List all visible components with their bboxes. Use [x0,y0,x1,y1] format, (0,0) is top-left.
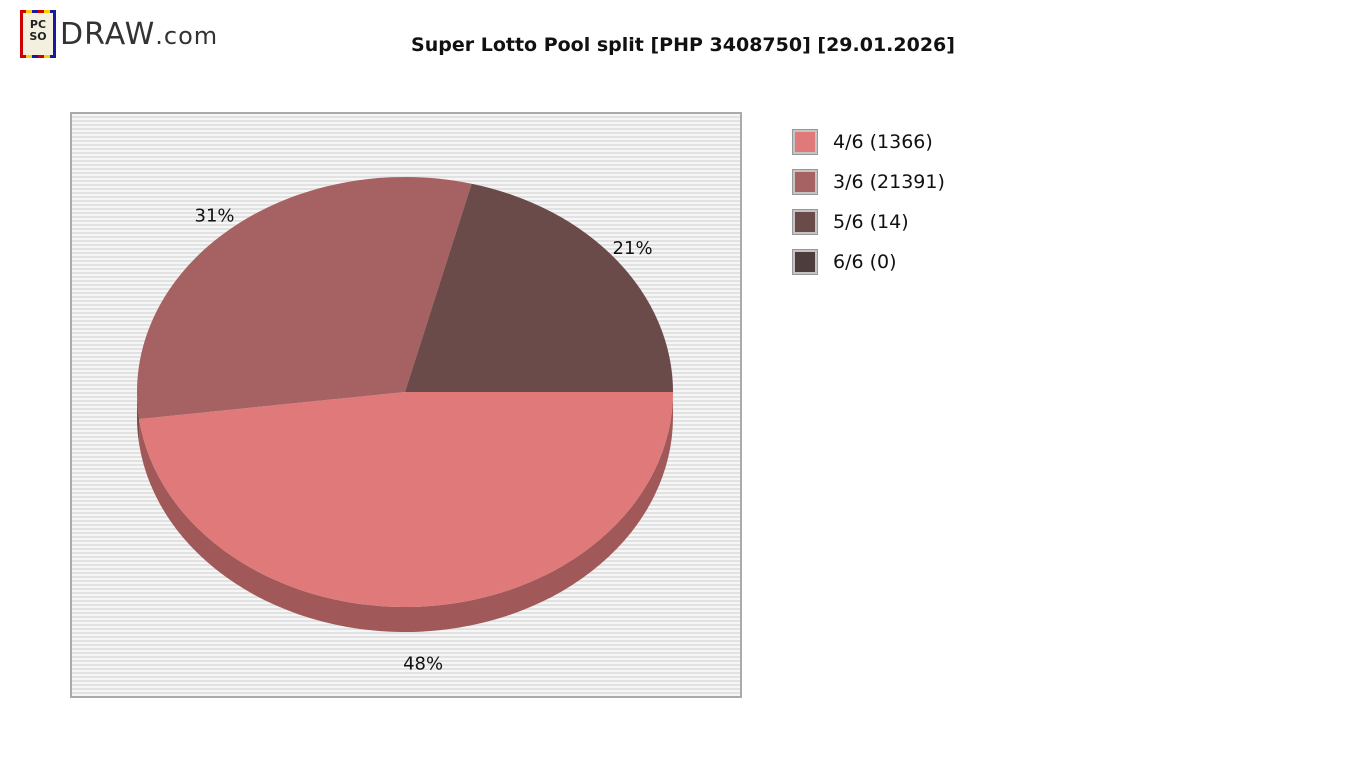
pcso-draw-logo[interactable]: PC SO DRAW.com [20,10,218,58]
legend-item: 4/6 (1366) [792,122,945,162]
pie-slice-1[interactable] [137,177,472,419]
pcso-badge-logo: PC SO [20,10,56,58]
legend-item: 6/6 (0) [792,242,945,282]
slice-percent-label: 21% [613,238,653,259]
legend-item: 5/6 (14) [792,202,945,242]
pie-slice-side-1 [137,392,140,444]
legend-swatch [792,249,818,275]
legend-label: 4/6 (1366) [833,131,933,153]
legend-swatch [792,209,818,235]
slice-percent-label: 31% [195,206,235,227]
pie-slice-2[interactable] [405,183,673,392]
legend: 4/6 (1366) 3/6 (21391) 5/6 (14) 6/6 (0) [792,122,945,282]
chart-title: Super Lotto Pool split [PHP 3408750] [29… [411,34,955,56]
legend-item: 3/6 (21391) [792,162,945,202]
legend-swatch [792,129,818,155]
pie-slice-0[interactable] [139,392,673,608]
legend-swatch [792,169,818,195]
legend-label: 3/6 (21391) [833,171,945,193]
logo-text: DRAW.com [60,16,219,52]
slice-percent-label: 48% [403,654,443,675]
legend-label: 5/6 (14) [833,211,909,233]
legend-label: 6/6 (0) [833,251,897,273]
